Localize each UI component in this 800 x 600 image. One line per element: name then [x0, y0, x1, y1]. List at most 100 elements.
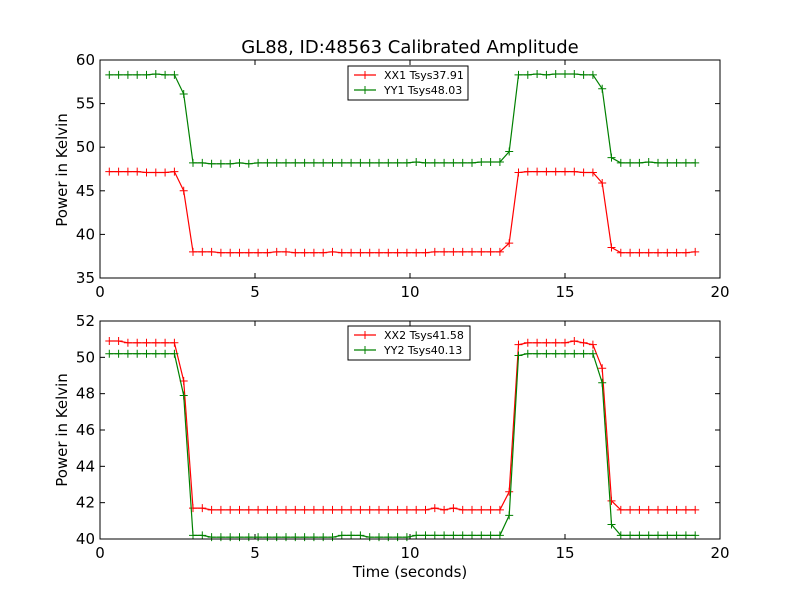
data-point	[542, 167, 551, 176]
data-point	[430, 531, 439, 540]
legend-marker	[361, 71, 369, 79]
data-point	[161, 70, 170, 79]
data-point	[282, 505, 290, 514]
data-point	[412, 158, 421, 167]
data-point	[681, 158, 690, 167]
data-point	[254, 158, 263, 167]
data-point	[505, 147, 514, 156]
data-point	[337, 158, 346, 167]
data-point	[588, 70, 597, 79]
data-point	[588, 340, 597, 349]
legend-box	[347, 65, 469, 101]
data-point	[626, 505, 635, 514]
data-point	[561, 338, 569, 347]
data-point	[607, 153, 616, 162]
data-point	[272, 247, 281, 256]
data-point	[635, 531, 644, 540]
legend-label: XX1 Tsys37.91	[384, 69, 464, 82]
data-point	[254, 505, 263, 514]
data-point	[272, 505, 281, 514]
data-point	[142, 168, 151, 177]
data-point	[672, 158, 681, 167]
data-point	[681, 531, 690, 540]
data-point	[533, 338, 542, 347]
data-point	[440, 505, 449, 514]
data-point	[337, 505, 346, 514]
data-point	[523, 349, 532, 358]
data-point	[375, 533, 383, 542]
data-point	[235, 158, 244, 167]
data-point	[588, 349, 597, 358]
data-point	[309, 533, 318, 542]
x-tick-label: 5	[250, 283, 260, 301]
data-point	[691, 247, 700, 256]
data-point	[505, 511, 514, 520]
data-point	[198, 531, 207, 540]
data-point	[523, 70, 532, 79]
data-point	[105, 349, 114, 358]
data-point	[105, 70, 114, 79]
series-line	[109, 353, 696, 538]
legend: XX2 Tsys41.58 YY2 Tsys40.13	[347, 325, 471, 361]
data-point	[654, 158, 662, 167]
data-point	[133, 167, 142, 176]
data-point	[449, 247, 458, 256]
data-point	[282, 533, 290, 542]
data-point	[495, 531, 504, 540]
data-point	[440, 531, 449, 540]
data-point	[570, 69, 579, 78]
data-point	[402, 158, 411, 167]
data-point	[616, 158, 625, 167]
data-point	[514, 168, 523, 177]
data-point	[542, 70, 551, 79]
data-point	[598, 378, 607, 387]
data-point	[309, 158, 318, 167]
data-point	[421, 248, 430, 257]
series-line	[109, 73, 696, 165]
data-point	[393, 533, 402, 542]
data-point	[216, 248, 225, 257]
data-point	[207, 505, 216, 514]
y-tick-label: 60	[76, 51, 95, 69]
data-point	[458, 158, 467, 167]
data-point	[309, 505, 318, 514]
x-tick-label: 15	[555, 544, 574, 562]
data-point	[412, 505, 421, 514]
data-point	[170, 167, 179, 176]
data-point	[319, 248, 328, 257]
data-point	[235, 248, 244, 257]
data-point	[300, 158, 309, 167]
bottom-axes: 0 5 10 15 20 40 42 44 46 48 50 52 XX2 Tsys41.58 YY2 T…	[76, 312, 730, 562]
y-tick-label: 52	[76, 312, 95, 330]
data-point	[216, 533, 225, 542]
data-point	[681, 505, 690, 514]
data-point	[244, 505, 253, 514]
data-point	[365, 533, 374, 542]
data-point	[523, 167, 532, 176]
data-point	[235, 533, 244, 542]
data-point	[477, 158, 486, 167]
legend-label: XX2 Tsys41.58	[384, 329, 464, 342]
data-point	[226, 159, 235, 168]
data-point	[123, 349, 132, 358]
data-point	[598, 84, 607, 93]
data-point	[449, 504, 458, 513]
data-point	[244, 533, 253, 542]
data-point	[449, 531, 458, 540]
data-point	[151, 338, 160, 347]
data-point	[458, 247, 467, 256]
data-point	[672, 248, 681, 257]
data-point	[551, 69, 560, 78]
data-point	[663, 248, 672, 257]
y-tick-label: 40	[76, 530, 95, 548]
data-point	[337, 248, 346, 257]
data-point	[691, 158, 700, 167]
data-point	[189, 247, 197, 256]
axes-frame	[99, 320, 721, 540]
data-point	[654, 505, 662, 514]
data-point	[579, 70, 588, 79]
data-point	[607, 496, 616, 505]
data-point	[142, 349, 151, 358]
data-point	[505, 487, 514, 496]
data-point	[542, 338, 551, 347]
